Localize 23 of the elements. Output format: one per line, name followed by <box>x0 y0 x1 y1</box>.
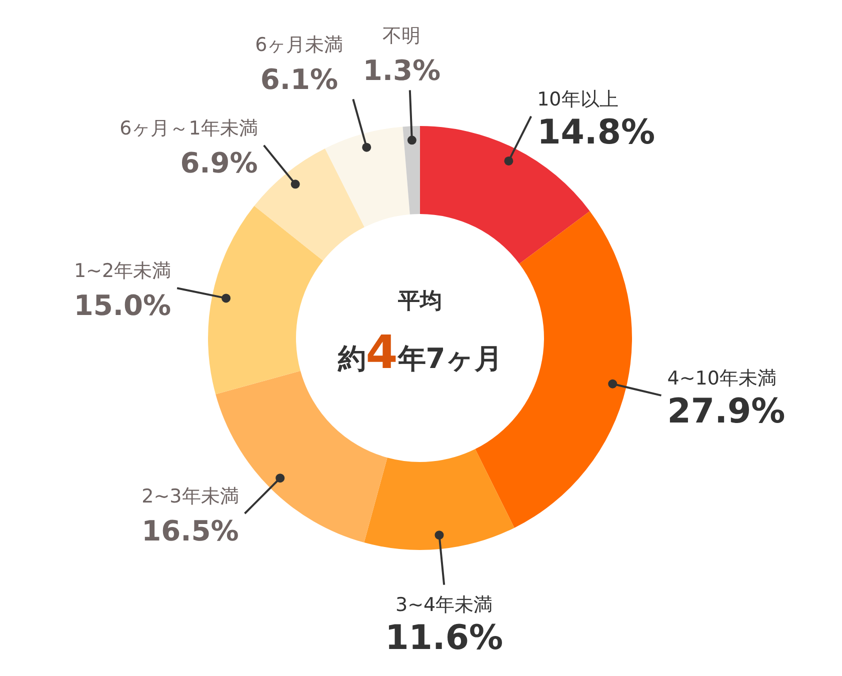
text: 約4年7ヶ月 <box>336 325 502 379</box>
slice-label: 1~2年未満 <box>74 260 172 282</box>
donut-slice <box>402 126 420 214</box>
donut-slice <box>208 206 324 394</box>
data-label: 1.3% <box>362 54 441 88</box>
data-label: 6.1% <box>260 63 338 96</box>
slice-label: 3~4年未満 <box>396 594 493 616</box>
slice-label: 不明 <box>382 25 421 48</box>
slice-label: 6ヶ月～1年未満 <box>120 117 258 140</box>
data-label: 14.8% <box>537 112 656 152</box>
data-label: 27.9% <box>667 391 786 432</box>
donut-slice <box>364 449 514 550</box>
data-label: 16.5% <box>142 514 239 548</box>
donut-slice <box>325 126 410 228</box>
slice-label: 10年以上 <box>537 88 618 110</box>
donut-slice <box>475 211 632 528</box>
slice-label: 6ヶ月未満 <box>255 34 344 56</box>
data-label: 6.9% <box>180 146 258 180</box>
data-label: 11.6% <box>385 618 504 658</box>
slice-label: 4~10年未満 <box>667 367 776 390</box>
slice-label: 2~3年未満 <box>142 486 239 508</box>
text: 平均 <box>397 289 442 314</box>
data-label: 15.0% <box>74 289 172 322</box>
